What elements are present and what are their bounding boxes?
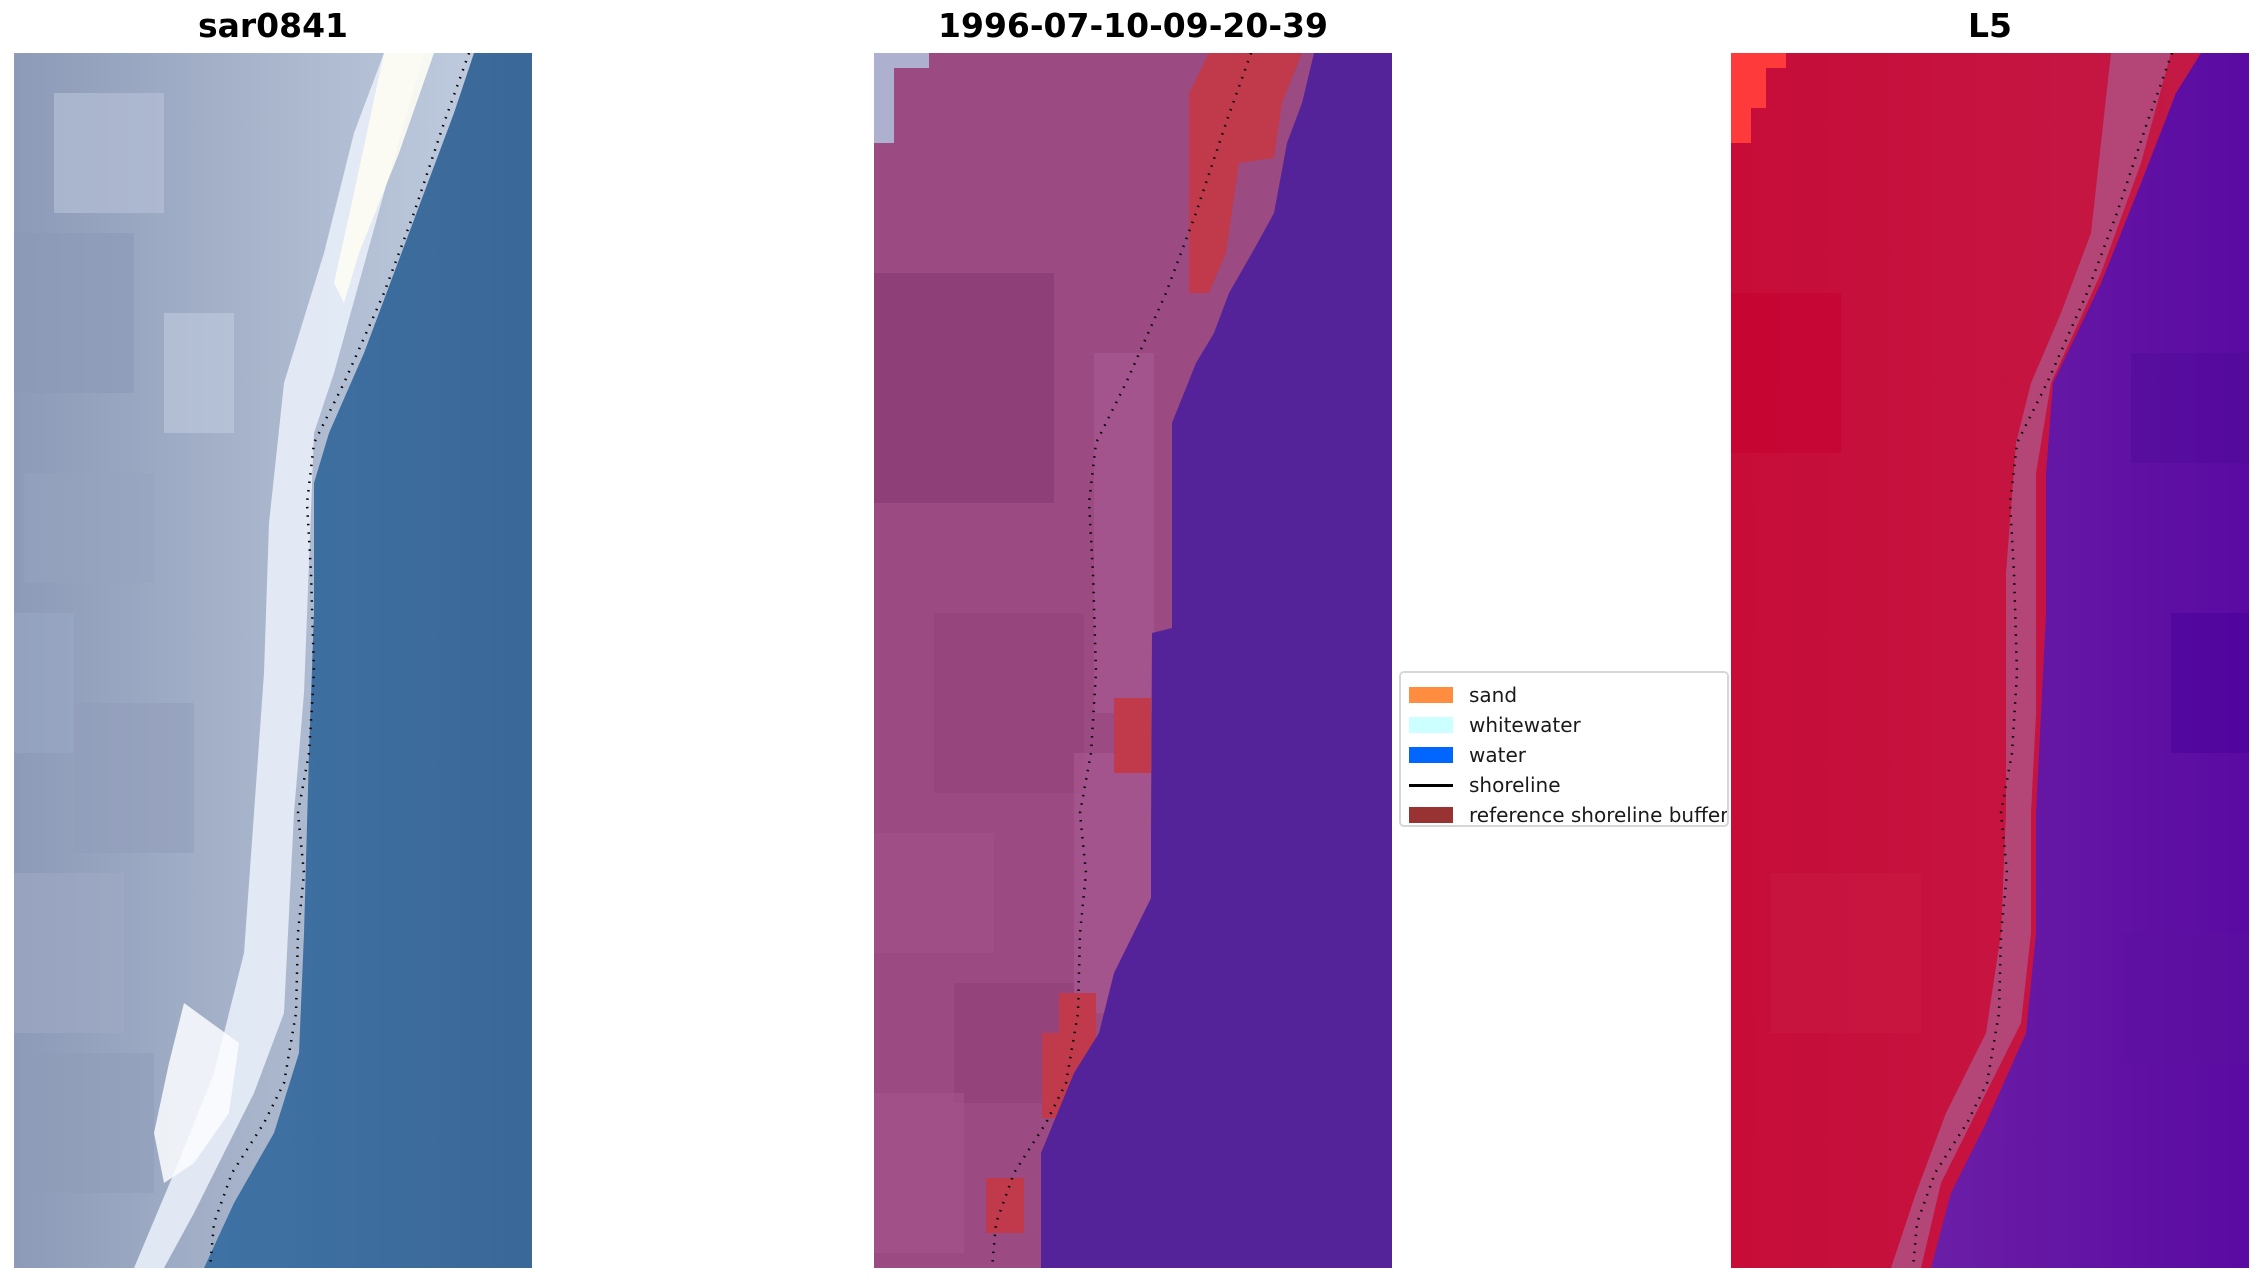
legend-line-shoreline [1409,783,1453,787]
legend-item-buffer: reference shoreline buffer [1409,801,1729,827]
legend-item-shoreline: shoreline [1409,771,1561,799]
panel-title-rgb: sar0841 [197,6,349,45]
map-legend: sand whitewater water shoreline referenc… [1399,671,1729,827]
legend-item-whitewater: whitewater [1409,711,1581,739]
legend-swatch-water [1409,747,1453,763]
legend-label: whitewater [1469,713,1581,737]
legend-item-sand: sand [1409,681,1517,709]
legend-item-water: water [1409,741,1526,769]
legend-swatch-whitewater [1409,717,1453,733]
panel-title-index: L5 [1968,6,2012,45]
panel-title-classified: 1996-07-10-09-20-39 [938,6,1328,45]
legend-swatch-buffer [1409,807,1453,823]
legend-label: reference shoreline buffer [1469,803,1729,827]
legend-label: shoreline [1469,773,1561,797]
legend-swatch-sand [1409,687,1453,703]
index-image-overlay [1731,53,2249,1268]
legend-label: water [1469,743,1526,767]
satellite-rgb-image [14,53,532,1268]
legend-label: sand [1469,683,1518,707]
classified-image [874,53,1392,1268]
